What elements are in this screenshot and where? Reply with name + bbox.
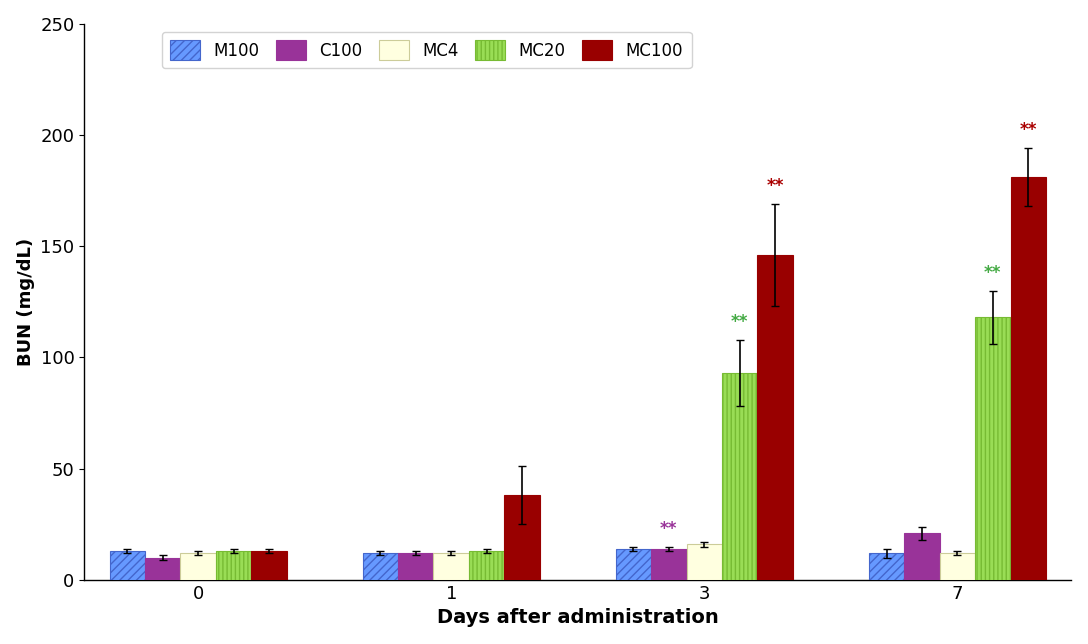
Bar xyxy=(757,255,793,580)
Legend: M100, C100, MC4, MC20, MC100: M100, C100, MC4, MC20, MC100 xyxy=(162,32,692,68)
Bar xyxy=(110,551,145,580)
Bar xyxy=(651,549,687,580)
Bar xyxy=(362,553,398,580)
Bar xyxy=(181,553,215,580)
Bar xyxy=(616,549,651,580)
Text: **: ** xyxy=(731,313,749,331)
Bar xyxy=(145,558,181,580)
Bar xyxy=(869,553,904,580)
Y-axis label: BUN (mg/dL): BUN (mg/dL) xyxy=(16,238,35,366)
Bar xyxy=(505,495,540,580)
Bar xyxy=(251,551,286,580)
Bar xyxy=(904,533,940,580)
Bar xyxy=(469,551,505,580)
Bar xyxy=(722,373,757,580)
Bar xyxy=(687,544,722,580)
X-axis label: Days after administration: Days after administration xyxy=(437,609,719,627)
Text: **: ** xyxy=(660,520,678,538)
Text: **: ** xyxy=(1019,121,1037,139)
Bar xyxy=(975,317,1011,580)
Text: **: ** xyxy=(985,264,1002,282)
Bar xyxy=(398,553,433,580)
Bar xyxy=(215,551,251,580)
Text: **: ** xyxy=(766,177,784,195)
Bar xyxy=(1011,177,1046,580)
Bar xyxy=(940,553,975,580)
Bar xyxy=(433,553,469,580)
